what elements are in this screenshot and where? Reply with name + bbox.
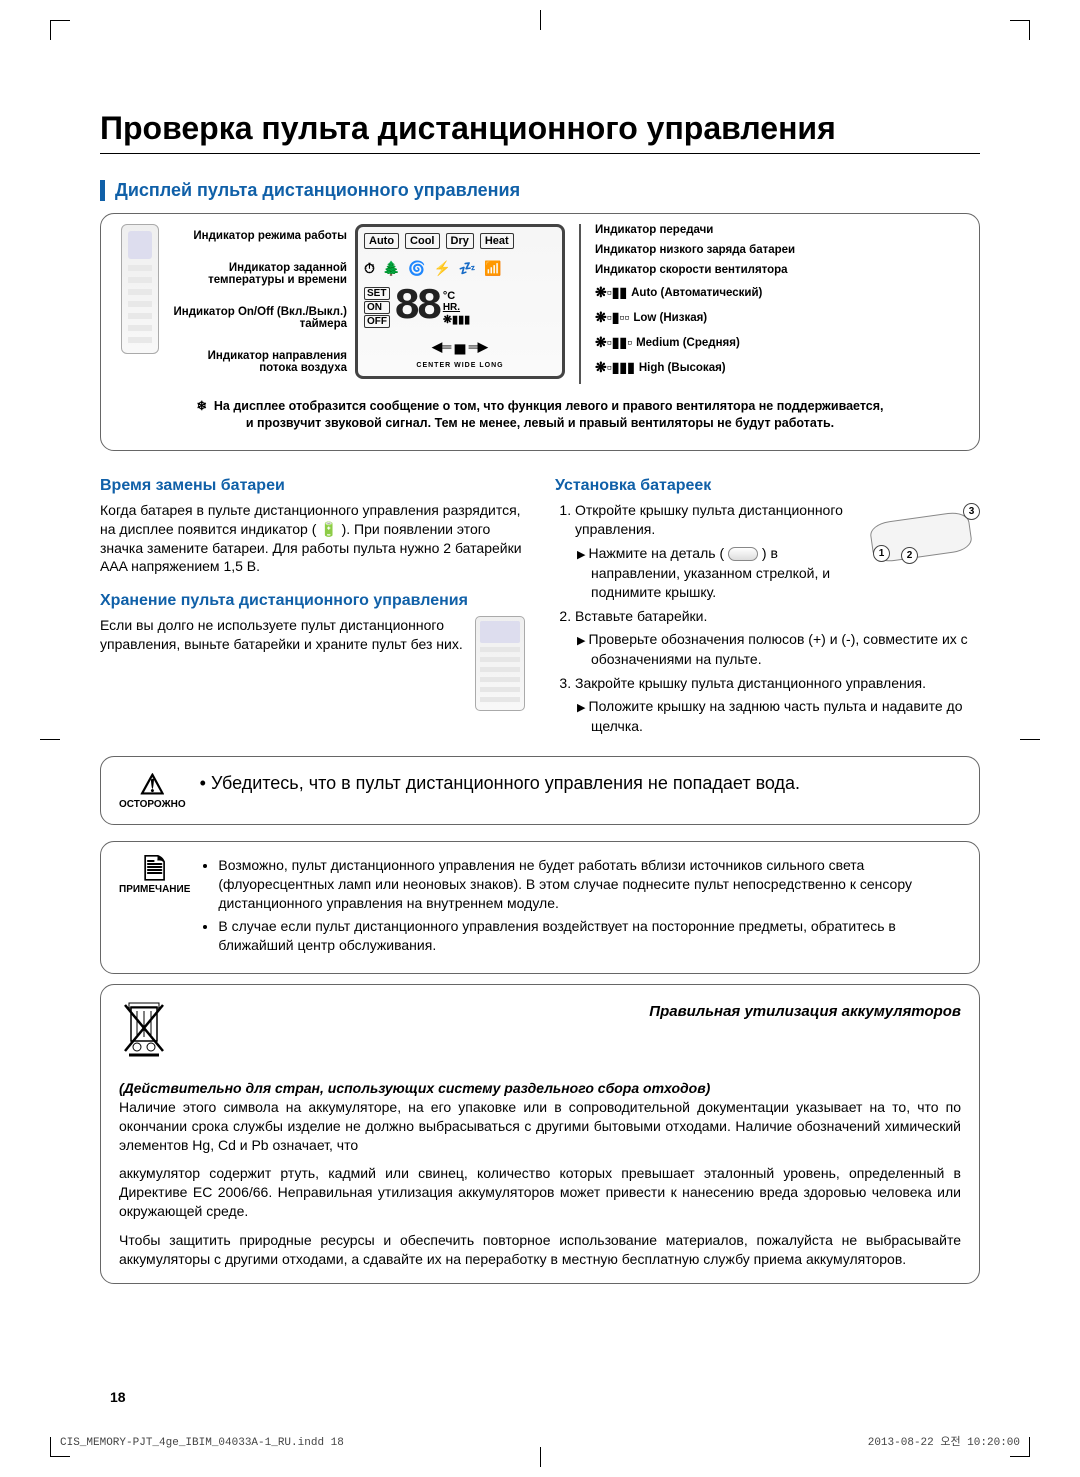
display-note: ❄ На дисплее отобразится сообщение о том…: [121, 398, 959, 432]
label-transmit: Индикатор передачи: [595, 224, 959, 236]
lcd-on: ON: [364, 301, 390, 314]
recycle-p3: Чтобы защитить природные ресурсы и обесп…: [119, 1231, 961, 1269]
fan-low: Low (Низкая): [633, 312, 707, 324]
storage-text: Если вы долго не используете пульт диста…: [100, 616, 525, 654]
footer-timestamp: 2013-08-22 오전 10:20:00: [868, 1433, 1020, 1449]
warning-text: • Убедитесь, что в пульт дистанционного …: [200, 771, 961, 795]
label-airdir: Индикатор направления потока воздуха: [167, 350, 347, 374]
recycle-p1: Наличие этого символа на аккумуляторе, н…: [119, 1098, 961, 1155]
battery-install-diagram: 1 2 3: [865, 501, 980, 586]
step-circle-2: 2: [901, 547, 918, 564]
label-fanspeed: Индикатор скорости вентилятора: [595, 264, 959, 276]
press-button-icon: [728, 547, 758, 561]
recycle-heading: Правильная утилизация аккумуляторов: [181, 999, 961, 1020]
left-callout-labels: Индикатор режима работы Индикатор заданн…: [167, 224, 347, 374]
right-callout-labels: Индикатор передачи Индикатор низкого зар…: [579, 224, 959, 384]
fan-icon: ❋▫▮▫▫: [595, 309, 629, 326]
footer-filename: CIS_MEMORY-PJT_4ge_IBIM_04033A-1_RU.indd…: [60, 1437, 344, 1449]
display-section-heading: Дисплей пульта дистанционного управления: [100, 180, 980, 201]
remote-image-icon: [475, 616, 525, 711]
title-rule: [100, 153, 980, 154]
display-diagram-box: Индикатор режима работы Индикатор заданн…: [100, 213, 980, 451]
remote-thumbnail-icon: [121, 224, 159, 354]
recycle-bin-icon: [119, 999, 169, 1064]
recycle-callout: Правильная утилизация аккумуляторов (Дей…: [100, 984, 980, 1284]
lcd-mode-cool: Cool: [405, 233, 439, 249]
step-circle-1: 1: [873, 545, 890, 562]
fan-med: Medium (Средняя): [636, 337, 740, 349]
step-2a: Проверьте обозначения полюсов (+) и (-),…: [589, 630, 980, 669]
install-heading: Установка батареек: [555, 477, 980, 495]
lcd-mode-auto: Auto: [364, 233, 399, 249]
fan-icon: ❋▮▮▮: [443, 313, 470, 326]
right-column: Установка батареек 1 2 3 Откройте крышку…: [555, 461, 980, 741]
battery-replace-heading: Время замены батареи: [100, 477, 525, 495]
notice-callout: 🗎 ПРИМЕЧАНИЕ Возможно, пульт дистанционн…: [100, 841, 980, 973]
storage-heading: Хранение пульта дистанционного управлени…: [100, 592, 525, 610]
page-number: 18: [110, 1389, 126, 1405]
lcd-set: SET: [364, 287, 390, 300]
lcd-mode-dry: Dry: [446, 233, 474, 249]
snowflake-icon: ❄: [196, 399, 206, 413]
label-timer: Индикатор On/Off (Вкл./Выкл.) таймера: [167, 306, 347, 330]
battery-replace-text: Когда батарея в пульте дистанционного уп…: [100, 501, 525, 577]
fan-icon: ❋▫▮▮▮: [595, 359, 635, 376]
fan-icon: ❋▫▮▮▫: [595, 334, 632, 351]
step-2: Вставьте батарейки.: [575, 607, 980, 627]
lcd-mode-heat: Heat: [480, 233, 514, 249]
lcd-deg: °C: [443, 290, 470, 302]
lcd-off: OFF: [364, 315, 390, 328]
lcd-modes-row: Auto Cool Dry Heat: [364, 233, 556, 249]
lcd-hr: HR.: [443, 302, 470, 313]
fan-high: High (Высокая): [639, 362, 726, 374]
lcd-icon-row: ⏱ 🌲 🌀 ⚡ 💤 📶: [364, 260, 556, 277]
page-title: Проверка пульта дистанционного управлени…: [100, 110, 980, 147]
label-temp: Индикатор заданной температуры и времени: [167, 262, 347, 286]
warning-callout: ⚠ ОСТОРОЖНО • Убедитесь, что в пульт дис…: [100, 756, 980, 825]
left-column: Время замены батареи Когда батарея в пул…: [100, 461, 525, 741]
step-3a: Положите крышку на заднюю часть пульта и…: [589, 697, 980, 736]
step-3: Закройте крышку пульта дистанционного уп…: [575, 674, 980, 694]
fan-icon: ❋▫▮▮: [595, 284, 627, 301]
label-mode: Индикатор режима работы: [167, 230, 347, 242]
note-icon: 🗎 ПРИМЕЧАНИЕ: [119, 856, 190, 895]
notice-bullet-2: В случае если пульт дистанционного управ…: [218, 917, 961, 955]
recycle-p2: аккумулятор содержит ртуть, кадмий или с…: [119, 1164, 961, 1221]
recycle-subheading: (Действительно для стран, использующих с…: [119, 1080, 961, 1096]
lcd-bottom-row: ◀═ ▅ ═▶CENTER WIDE LONG: [364, 339, 556, 370]
lcd-screen-icon: Auto Cool Dry Heat ⏱ 🌲 🌀 ⚡ 💤 📶 SET ON OF…: [355, 224, 565, 379]
notice-bullet-1: Возможно, пульт дистанционного управлени…: [218, 856, 961, 913]
warning-icon: ⚠ ОСТОРОЖНО: [119, 771, 186, 810]
lcd-digits: 88: [394, 290, 439, 325]
fan-auto: Auto (Автоматический): [631, 287, 762, 299]
step-circle-3: 3: [963, 503, 980, 520]
label-lowbatt: Индикатор низкого заряда батареи: [595, 244, 959, 256]
